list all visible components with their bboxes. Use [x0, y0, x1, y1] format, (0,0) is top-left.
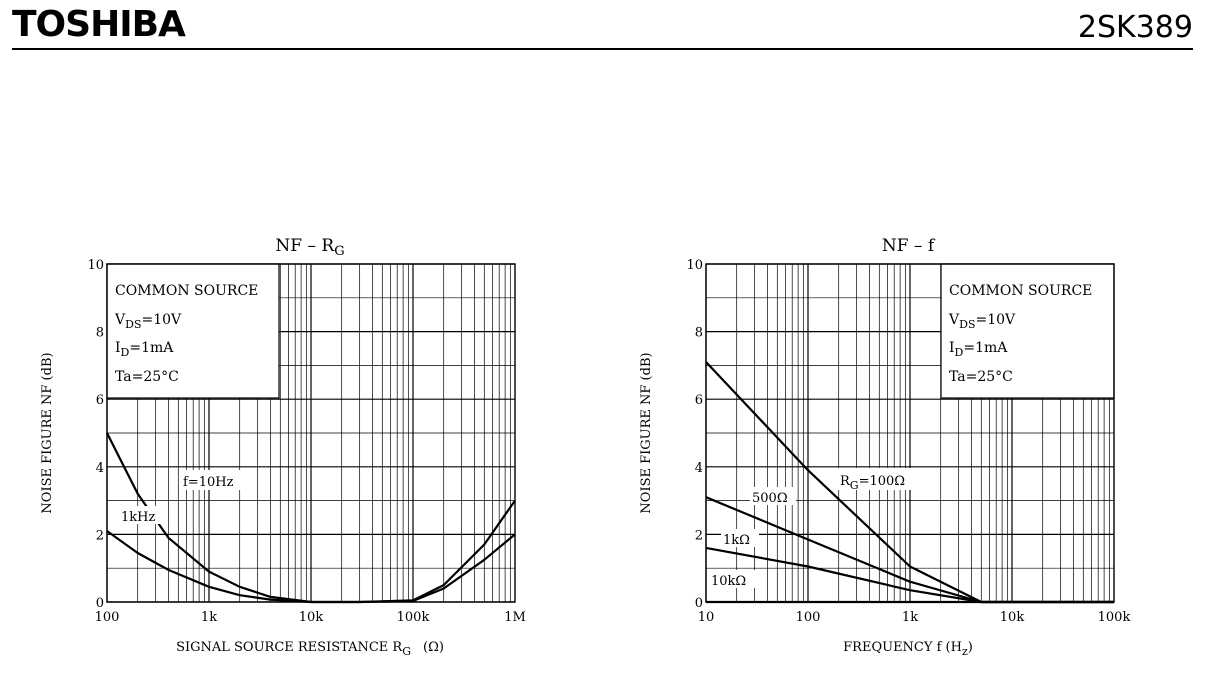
chart-right-x-axis-label: FREQUENCY f (Hz) — [843, 640, 973, 658]
y-tick-label: 10 — [686, 258, 703, 273]
info-box — [106, 263, 280, 399]
info-line-common-source: COMMON SOURCE — [949, 283, 1092, 299]
chart-left-title: NF – RG — [275, 236, 344, 259]
series-line-0 — [106, 432, 516, 604]
y-tick-label: 10 — [87, 258, 104, 273]
series-label-1: 500Ω — [752, 491, 788, 506]
y-tick-label: 6 — [96, 393, 104, 408]
y-tick-label: 6 — [695, 393, 703, 408]
series-label-bg — [750, 487, 796, 505]
y-tick-label: 8 — [695, 326, 703, 341]
part-number: 2SK389 — [1077, 10, 1193, 45]
chart-right-plot: COMMON SOURCE VDS=10V ID=1mA Ta=25°C RG=100Ω… — [686, 258, 1130, 625]
y-tick-label: 8 — [96, 326, 104, 341]
info-line-vds: VDS=10V — [948, 312, 1016, 331]
series-label-0: f=10Hz — [183, 475, 234, 490]
x-tick-label: 100 — [95, 610, 120, 625]
series-label-bg — [836, 468, 924, 490]
series-label-bg — [180, 470, 244, 490]
series-label-bg — [709, 570, 757, 588]
x-tick-label: 1k — [902, 610, 918, 625]
info-line-ta: Ta=25°C — [115, 369, 179, 385]
brand-logo: TOSHIBA — [12, 4, 186, 45]
info-line-id: ID=1mA — [949, 340, 1008, 359]
y-tick-label: 4 — [96, 461, 104, 476]
chart-right-y-axis-label: NOISE FIGURE NF (dB) — [639, 352, 654, 513]
series-label-1: 1kHz — [121, 510, 155, 525]
series-label-bg — [721, 529, 759, 547]
x-tick-label: 100 — [796, 610, 821, 625]
chart-right: NF – f FREQUENCY f (Hz) NOISE FIGURE NF … — [639, 236, 973, 658]
x-tick-label: 10k — [299, 610, 324, 625]
chart-left-y-axis-label: NOISE FIGURE NF (dB) — [40, 352, 55, 513]
series-label-2: 1kΩ — [723, 533, 750, 548]
info-line-common-source: COMMON SOURCE — [115, 283, 258, 299]
x-tick-label: 1k — [201, 610, 217, 625]
chart-left-plot: COMMON SOURCE VDS=10V ID=1mA Ta=25°C f=10Hz 1… — [87, 258, 525, 625]
y-tick-label: 0 — [695, 596, 703, 611]
series-line-1 — [106, 530, 516, 604]
x-tick-label: 10k — [1000, 610, 1025, 625]
x-tick-label: 100k — [397, 610, 430, 625]
chart-right-title: NF – f — [882, 236, 936, 256]
series-label-bg — [118, 506, 164, 524]
y-tick-label: 2 — [96, 528, 104, 543]
info-box — [940, 263, 1115, 399]
info-line-id: ID=1mA — [115, 340, 174, 359]
info-line-vds: VDS=10V — [114, 312, 182, 331]
x-tick-label: 100k — [1098, 610, 1131, 625]
series-label-0: RG=100Ω — [840, 474, 905, 492]
x-tick-label: 1M — [504, 610, 526, 625]
y-tick-label: 4 — [695, 461, 703, 476]
chart-left-x-axis-label: SIGNAL SOURCE RESISTANCE RG (Ω) — [176, 640, 444, 658]
y-tick-label: 2 — [695, 528, 703, 543]
x-tick-label: 10 — [698, 610, 715, 625]
y-tick-label: 0 — [96, 596, 104, 611]
page-header: TOSHIBA 2SK389 — [12, 0, 1193, 50]
chart-left: NF – RG SIGNAL SOURCE RESISTANCE RG (Ω) N… — [40, 236, 444, 658]
info-line-ta: Ta=25°C — [949, 369, 1013, 385]
series-label-3: 10kΩ — [711, 574, 746, 589]
